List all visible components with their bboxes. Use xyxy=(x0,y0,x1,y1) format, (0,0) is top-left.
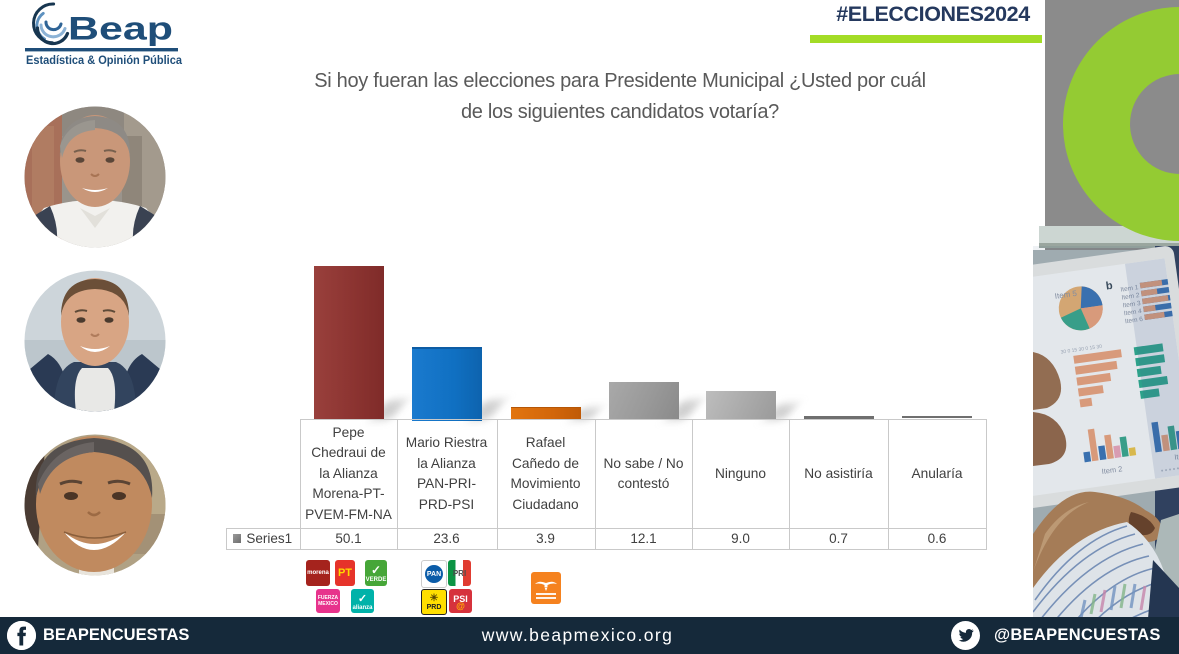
svg-text:Beap: Beap xyxy=(68,11,173,47)
svg-text:Item 3: Item 3 xyxy=(1174,450,1179,462)
svg-text:Item 4: Item 4 xyxy=(1123,308,1142,317)
svg-text:Item 3: Item 3 xyxy=(1122,300,1141,309)
svg-text:Estadística & Opinión Pública: Estadística & Opinión Pública xyxy=(26,53,182,67)
svg-text:30 0 15 30 0: 30 0 15 30 0 15 30 xyxy=(1060,344,1102,356)
svg-text:Item 6: Item 6 xyxy=(1125,316,1144,325)
svg-text:b: b xyxy=(1105,280,1114,293)
svg-text:Item 5: Item 5 xyxy=(1054,289,1078,301)
svg-text:Item 2: Item 2 xyxy=(1121,292,1140,301)
svg-text:Item 2: Item 2 xyxy=(1101,464,1123,476)
svg-text:Item 1: Item 1 xyxy=(1120,284,1139,293)
